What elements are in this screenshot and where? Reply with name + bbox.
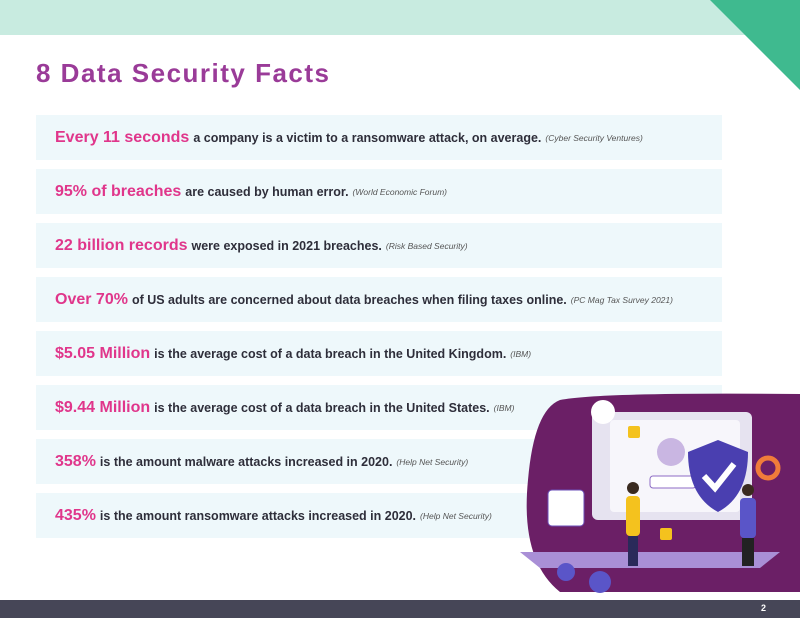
laptop-base xyxy=(520,552,780,568)
lock xyxy=(660,528,672,540)
page-number: 2 xyxy=(760,603,766,613)
person-head xyxy=(627,482,639,494)
fact-text: is the amount malware attacks increased … xyxy=(99,454,393,469)
doc-icon xyxy=(547,489,585,527)
fact-highlight: 358% xyxy=(55,452,96,470)
gear xyxy=(557,563,575,581)
fact-highlight: 435% xyxy=(55,506,96,524)
footer: 2 xyxy=(0,600,800,618)
fact-source: (IBM) xyxy=(510,348,532,359)
gear xyxy=(589,571,611,593)
fact-source: (Risk Based Security) xyxy=(385,240,468,251)
fact-text: a company is a victim to a ransomware at… xyxy=(193,130,542,145)
title: 8 Data Security Facts xyxy=(36,58,331,88)
person xyxy=(626,496,640,536)
fact-text: of US adults are concerned about data br… xyxy=(131,292,567,307)
fact-source: (Help Net Security) xyxy=(396,456,469,467)
fact-text: is the average cost of a data breach in … xyxy=(154,346,507,361)
check xyxy=(701,462,737,493)
top-band xyxy=(0,0,800,35)
lock xyxy=(628,426,640,438)
fact-row: 22 billion records were exposed in 2021 b… xyxy=(36,223,722,268)
fact-source: (Cyber Security Ventures) xyxy=(545,132,643,143)
fact-row: Every 11 seconds a company is a victim to… xyxy=(36,115,722,160)
fact-text: were exposed in 2021 breaches. xyxy=(191,238,382,253)
person-head xyxy=(742,484,754,496)
fact-highlight: Over 70% xyxy=(55,290,128,308)
fact-highlight: 95% of breaches xyxy=(55,182,182,200)
fact-highlight: $5.05 Million xyxy=(55,344,151,362)
fact-row: $5.05 Million is the average cost of a da… xyxy=(36,331,722,376)
fact-highlight: $9.44 Million xyxy=(55,398,151,416)
fact-text: are caused by human error. xyxy=(185,184,349,199)
fact-row: 95% of breaches are caused by human error… xyxy=(36,169,722,214)
cloud xyxy=(591,400,615,424)
person-legs xyxy=(742,538,754,566)
fact-text: is the amount ransomware attacks increas… xyxy=(99,508,417,523)
ring xyxy=(755,455,781,481)
fact-highlight: Every 11 seconds xyxy=(55,128,190,146)
fact-text: is the average cost of a data breach in … xyxy=(154,400,490,415)
fact-source: (Help Net Security) xyxy=(420,510,492,521)
person xyxy=(740,498,756,538)
password-field xyxy=(649,475,697,489)
fact-highlight: 22 billion records xyxy=(55,236,188,254)
fact-source: (PC Mag Tax Survey 2021) xyxy=(570,294,673,305)
person-legs xyxy=(628,536,638,566)
fact-source: (IBM) xyxy=(493,402,515,413)
fact-source: (World Economic Forum) xyxy=(352,186,448,197)
fact-row: Over 70% of US adults are concerned about… xyxy=(36,277,722,322)
avatar xyxy=(657,438,685,466)
shield xyxy=(688,440,748,512)
